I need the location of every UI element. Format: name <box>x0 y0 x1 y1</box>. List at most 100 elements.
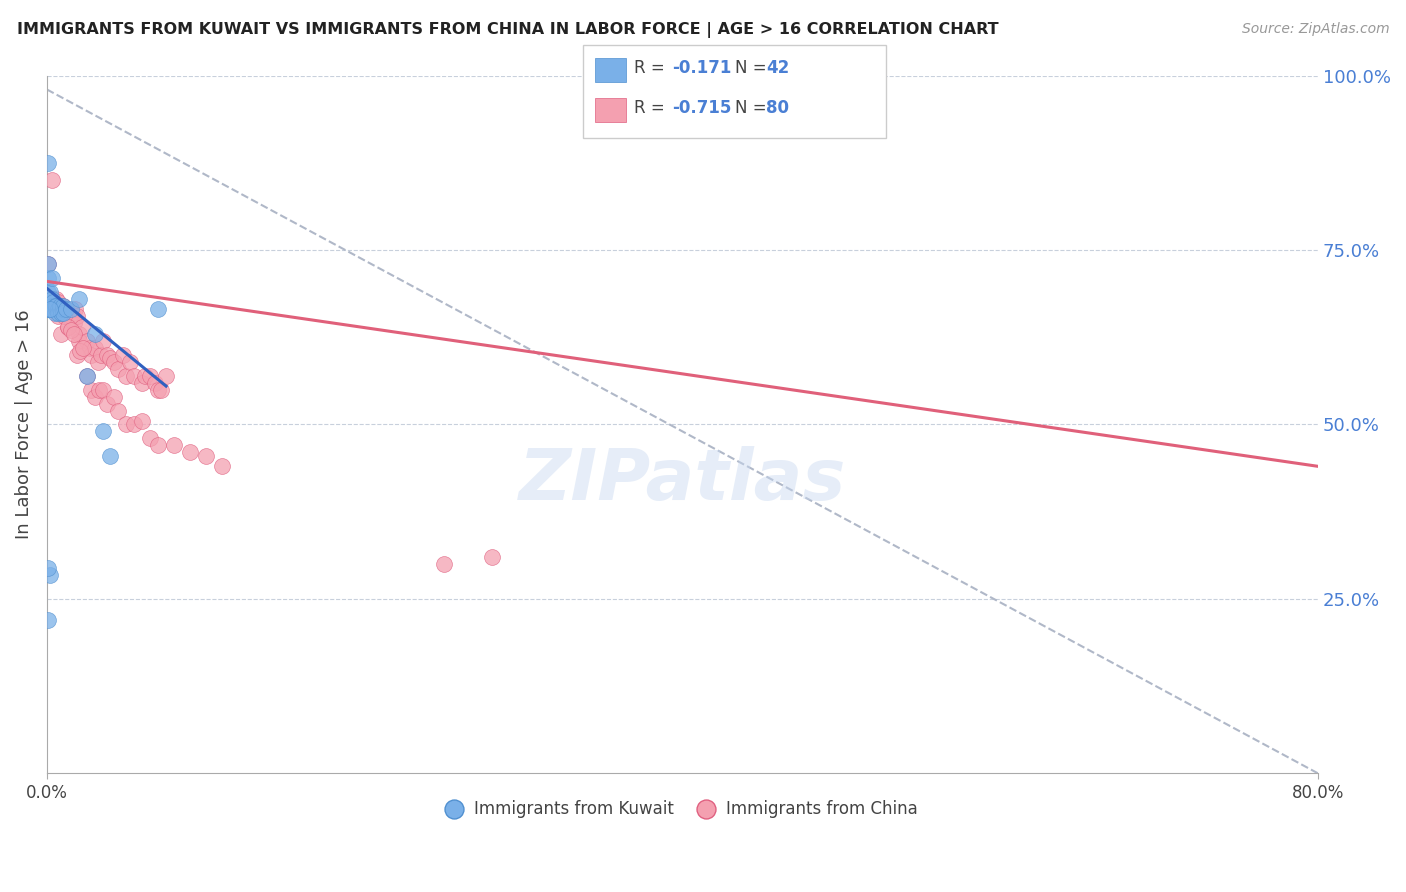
Text: Source: ZipAtlas.com: Source: ZipAtlas.com <box>1241 22 1389 37</box>
Point <box>44 299 66 313</box>
Point <box>37 285 59 299</box>
Point <box>91 425 114 439</box>
Point <box>63 316 86 330</box>
Point <box>37 613 59 627</box>
Point <box>179 445 201 459</box>
Point <box>52 299 75 313</box>
Point <box>48 299 70 313</box>
Point <box>91 334 114 348</box>
Point <box>72 341 94 355</box>
Point <box>46 295 69 310</box>
Point <box>134 368 156 383</box>
Point <box>45 302 67 317</box>
Point <box>39 302 62 317</box>
Point <box>42 302 65 317</box>
Point <box>100 351 122 366</box>
Point <box>55 310 77 324</box>
Point <box>39 302 62 317</box>
Point <box>45 292 67 306</box>
Point <box>46 302 69 317</box>
Text: N =: N = <box>735 99 772 117</box>
Point <box>76 334 98 348</box>
Point <box>39 292 62 306</box>
Point <box>52 306 75 320</box>
Point <box>131 376 153 390</box>
Point <box>67 334 90 348</box>
Point <box>46 306 69 320</box>
Point <box>56 319 79 334</box>
Point <box>44 299 66 313</box>
Point <box>124 368 146 383</box>
Point <box>131 414 153 428</box>
Point <box>76 368 98 383</box>
Point <box>59 313 82 327</box>
Point <box>433 557 456 571</box>
Point <box>37 302 59 317</box>
Point <box>80 383 103 397</box>
Point <box>90 348 112 362</box>
Point <box>51 326 73 341</box>
Point <box>69 344 91 359</box>
Text: -0.171: -0.171 <box>672 59 731 77</box>
Text: ZIPatlas: ZIPatlas <box>519 446 846 515</box>
Point <box>46 310 69 324</box>
Point <box>79 341 101 355</box>
Point <box>37 155 59 169</box>
Point <box>83 341 105 355</box>
Point <box>103 390 125 404</box>
Point <box>96 348 118 362</box>
Point <box>39 302 62 317</box>
Point <box>107 403 129 417</box>
Point <box>52 302 75 317</box>
Point <box>112 348 135 362</box>
Point <box>44 302 66 317</box>
Point <box>60 306 83 320</box>
Point <box>83 326 105 341</box>
Point <box>155 368 177 383</box>
Point <box>118 354 141 368</box>
Point <box>146 383 169 397</box>
Point <box>146 438 169 452</box>
Point <box>56 319 79 334</box>
Y-axis label: In Labor Force | Age > 16: In Labor Force | Age > 16 <box>15 310 32 540</box>
Point <box>44 299 66 313</box>
Point <box>59 323 82 337</box>
Point <box>44 306 66 320</box>
Point <box>45 302 67 317</box>
Point <box>52 302 75 317</box>
Point <box>39 302 62 317</box>
Text: 42: 42 <box>766 59 790 77</box>
Point <box>41 173 63 187</box>
Point <box>481 550 503 565</box>
Point <box>55 302 77 317</box>
Point <box>150 383 173 397</box>
Point <box>139 368 162 383</box>
Point <box>163 438 186 452</box>
Point <box>41 271 63 285</box>
Point <box>100 449 122 463</box>
Point <box>146 302 169 317</box>
Point <box>48 302 70 317</box>
Point <box>103 354 125 368</box>
Point <box>76 368 98 383</box>
Point <box>39 302 62 317</box>
Point <box>37 257 59 271</box>
Point <box>41 292 63 306</box>
Point <box>80 348 103 362</box>
Point <box>42 292 65 306</box>
Text: R =: R = <box>634 59 671 77</box>
Point <box>194 449 217 463</box>
Text: IMMIGRANTS FROM KUWAIT VS IMMIGRANTS FROM CHINA IN LABOR FORCE | AGE > 16 CORREL: IMMIGRANTS FROM KUWAIT VS IMMIGRANTS FRO… <box>17 22 998 38</box>
Point <box>211 459 233 474</box>
Point <box>51 302 73 317</box>
Point <box>89 383 111 397</box>
Point <box>87 354 110 368</box>
Point <box>39 567 62 582</box>
Point <box>124 417 146 432</box>
Point <box>51 306 73 320</box>
Point <box>59 302 82 317</box>
Text: R =: R = <box>634 99 671 117</box>
Point <box>83 390 105 404</box>
Point <box>41 302 63 317</box>
Text: 80: 80 <box>766 99 789 117</box>
